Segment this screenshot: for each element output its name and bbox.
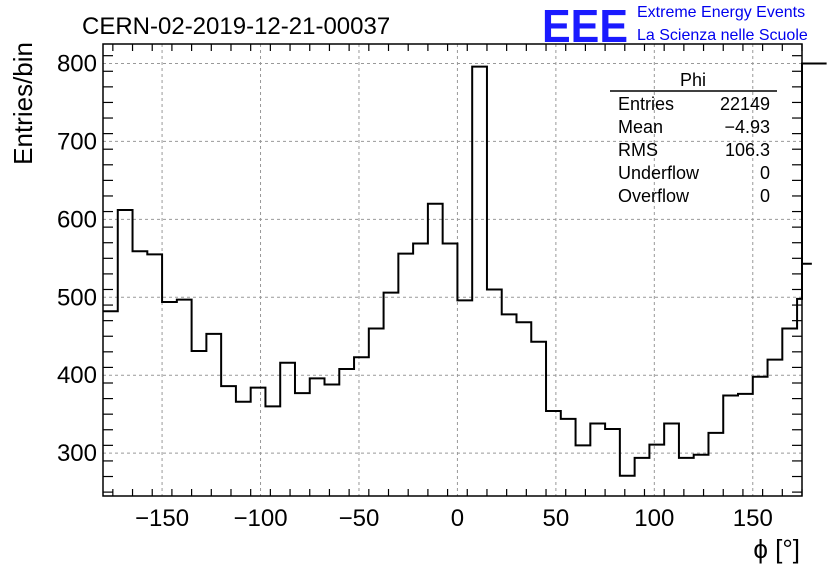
stats-rows: Entries 22149 Mean −4.93 RMS 106.3 Underflow 0 O… <box>618 94 770 206</box>
stats-row-value: 0 <box>760 163 770 183</box>
x-tick-label: 150 <box>733 505 773 532</box>
histogram-bin <box>694 455 709 496</box>
y-tick-label: 800 <box>57 50 97 77</box>
eee-logo: EEE Extreme Energy Events La Scienza nel… <box>542 0 808 52</box>
histogram-bin <box>502 314 517 496</box>
histogram-bin <box>206 334 221 496</box>
histogram-bin <box>531 342 546 496</box>
x-tick-labels: −150 −100 −50 0 50 100 150 <box>135 505 773 532</box>
axis-ticks <box>103 44 803 496</box>
histogram-bin <box>753 377 768 496</box>
y-tick-label: 600 <box>57 206 97 233</box>
histogram-bin <box>457 300 472 496</box>
stats-box: Phi Entries 22149 Mean −4.93 RMS 106.3 Underfl… <box>610 70 777 206</box>
histogram-bin <box>516 322 531 496</box>
x-tick-label: 100 <box>634 505 674 532</box>
stats-row-value: 22149 <box>720 94 770 114</box>
histogram-bin <box>635 458 650 496</box>
histogram-step-line <box>103 62 827 477</box>
histogram-bin <box>605 429 620 496</box>
histogram-bin <box>280 363 295 496</box>
histogram-bin <box>221 386 236 496</box>
stats-title: Phi <box>680 70 706 90</box>
histogram-bin <box>561 419 576 496</box>
y-tick-label: 500 <box>57 284 97 311</box>
histogram-bin <box>310 378 325 496</box>
chart-title: CERN-02-2019-12-21-00037 <box>82 13 390 40</box>
histogram-bin <box>428 204 443 496</box>
x-tick-label: −50 <box>339 505 380 532</box>
histogram-bin <box>369 328 384 496</box>
logo-line-2: La Scienza nelle Scuole <box>637 27 808 44</box>
y-tick-label: 400 <box>57 362 97 389</box>
histogram-bin <box>384 293 399 496</box>
x-tick-label: −100 <box>233 505 287 532</box>
histogram-bin <box>251 388 266 496</box>
histogram-bin <box>708 433 723 496</box>
stats-row-value: 106.3 <box>725 140 770 160</box>
histogram-bars <box>103 62 827 496</box>
stats-row-label: Underflow <box>618 163 700 183</box>
stats-row-value: −4.93 <box>724 117 770 137</box>
y-tick-labels: 300 400 500 600 700 800 <box>57 50 97 467</box>
stats-row-value: 0 <box>760 186 770 206</box>
histogram-bin <box>162 302 177 496</box>
stats-row-label: Mean <box>618 117 663 137</box>
x-axis-title: ϕ [°] <box>753 534 800 564</box>
x-tick-label: 50 <box>543 505 570 532</box>
y-tick-label: 300 <box>57 440 97 467</box>
histogram-bin <box>354 357 369 496</box>
histogram-bin <box>768 360 783 496</box>
stats-row-label: Entries <box>618 94 674 114</box>
histogram-bin <box>295 393 310 496</box>
stats-row-label: RMS <box>618 140 658 160</box>
logo-line-1: Extreme Energy Events <box>637 4 805 21</box>
histogram-bin <box>738 394 753 496</box>
histogram-bin <box>177 300 192 496</box>
y-tick-label: 700 <box>57 128 97 155</box>
histogram-bin <box>679 458 694 496</box>
histogram-bin <box>339 369 354 496</box>
x-tick-label: −150 <box>135 505 189 532</box>
histogram-bin <box>487 289 502 496</box>
histogram-bin <box>664 424 679 496</box>
histogram-bin <box>782 328 797 496</box>
histogram-bin <box>649 445 664 496</box>
histogram-bin <box>443 244 458 496</box>
histogram-bin <box>236 402 251 496</box>
histogram-bin <box>103 311 118 496</box>
x-tick-label: 0 <box>451 505 464 532</box>
histogram-bin <box>723 395 738 496</box>
histogram-bin <box>620 476 635 496</box>
histogram-bin <box>472 67 487 496</box>
y-axis-title: Entries/bin <box>8 42 38 165</box>
histogram-bin <box>133 251 148 496</box>
grid-lines <box>103 44 802 496</box>
histogram-bin <box>413 244 428 496</box>
histogram-bin <box>325 385 340 496</box>
plot-frame <box>102 43 803 497</box>
histogram-bin <box>590 424 605 496</box>
stats-row-label: Overflow <box>618 186 690 206</box>
histogram-bin <box>118 210 133 496</box>
histogram-bin <box>265 406 280 496</box>
histogram-bin <box>192 351 207 496</box>
